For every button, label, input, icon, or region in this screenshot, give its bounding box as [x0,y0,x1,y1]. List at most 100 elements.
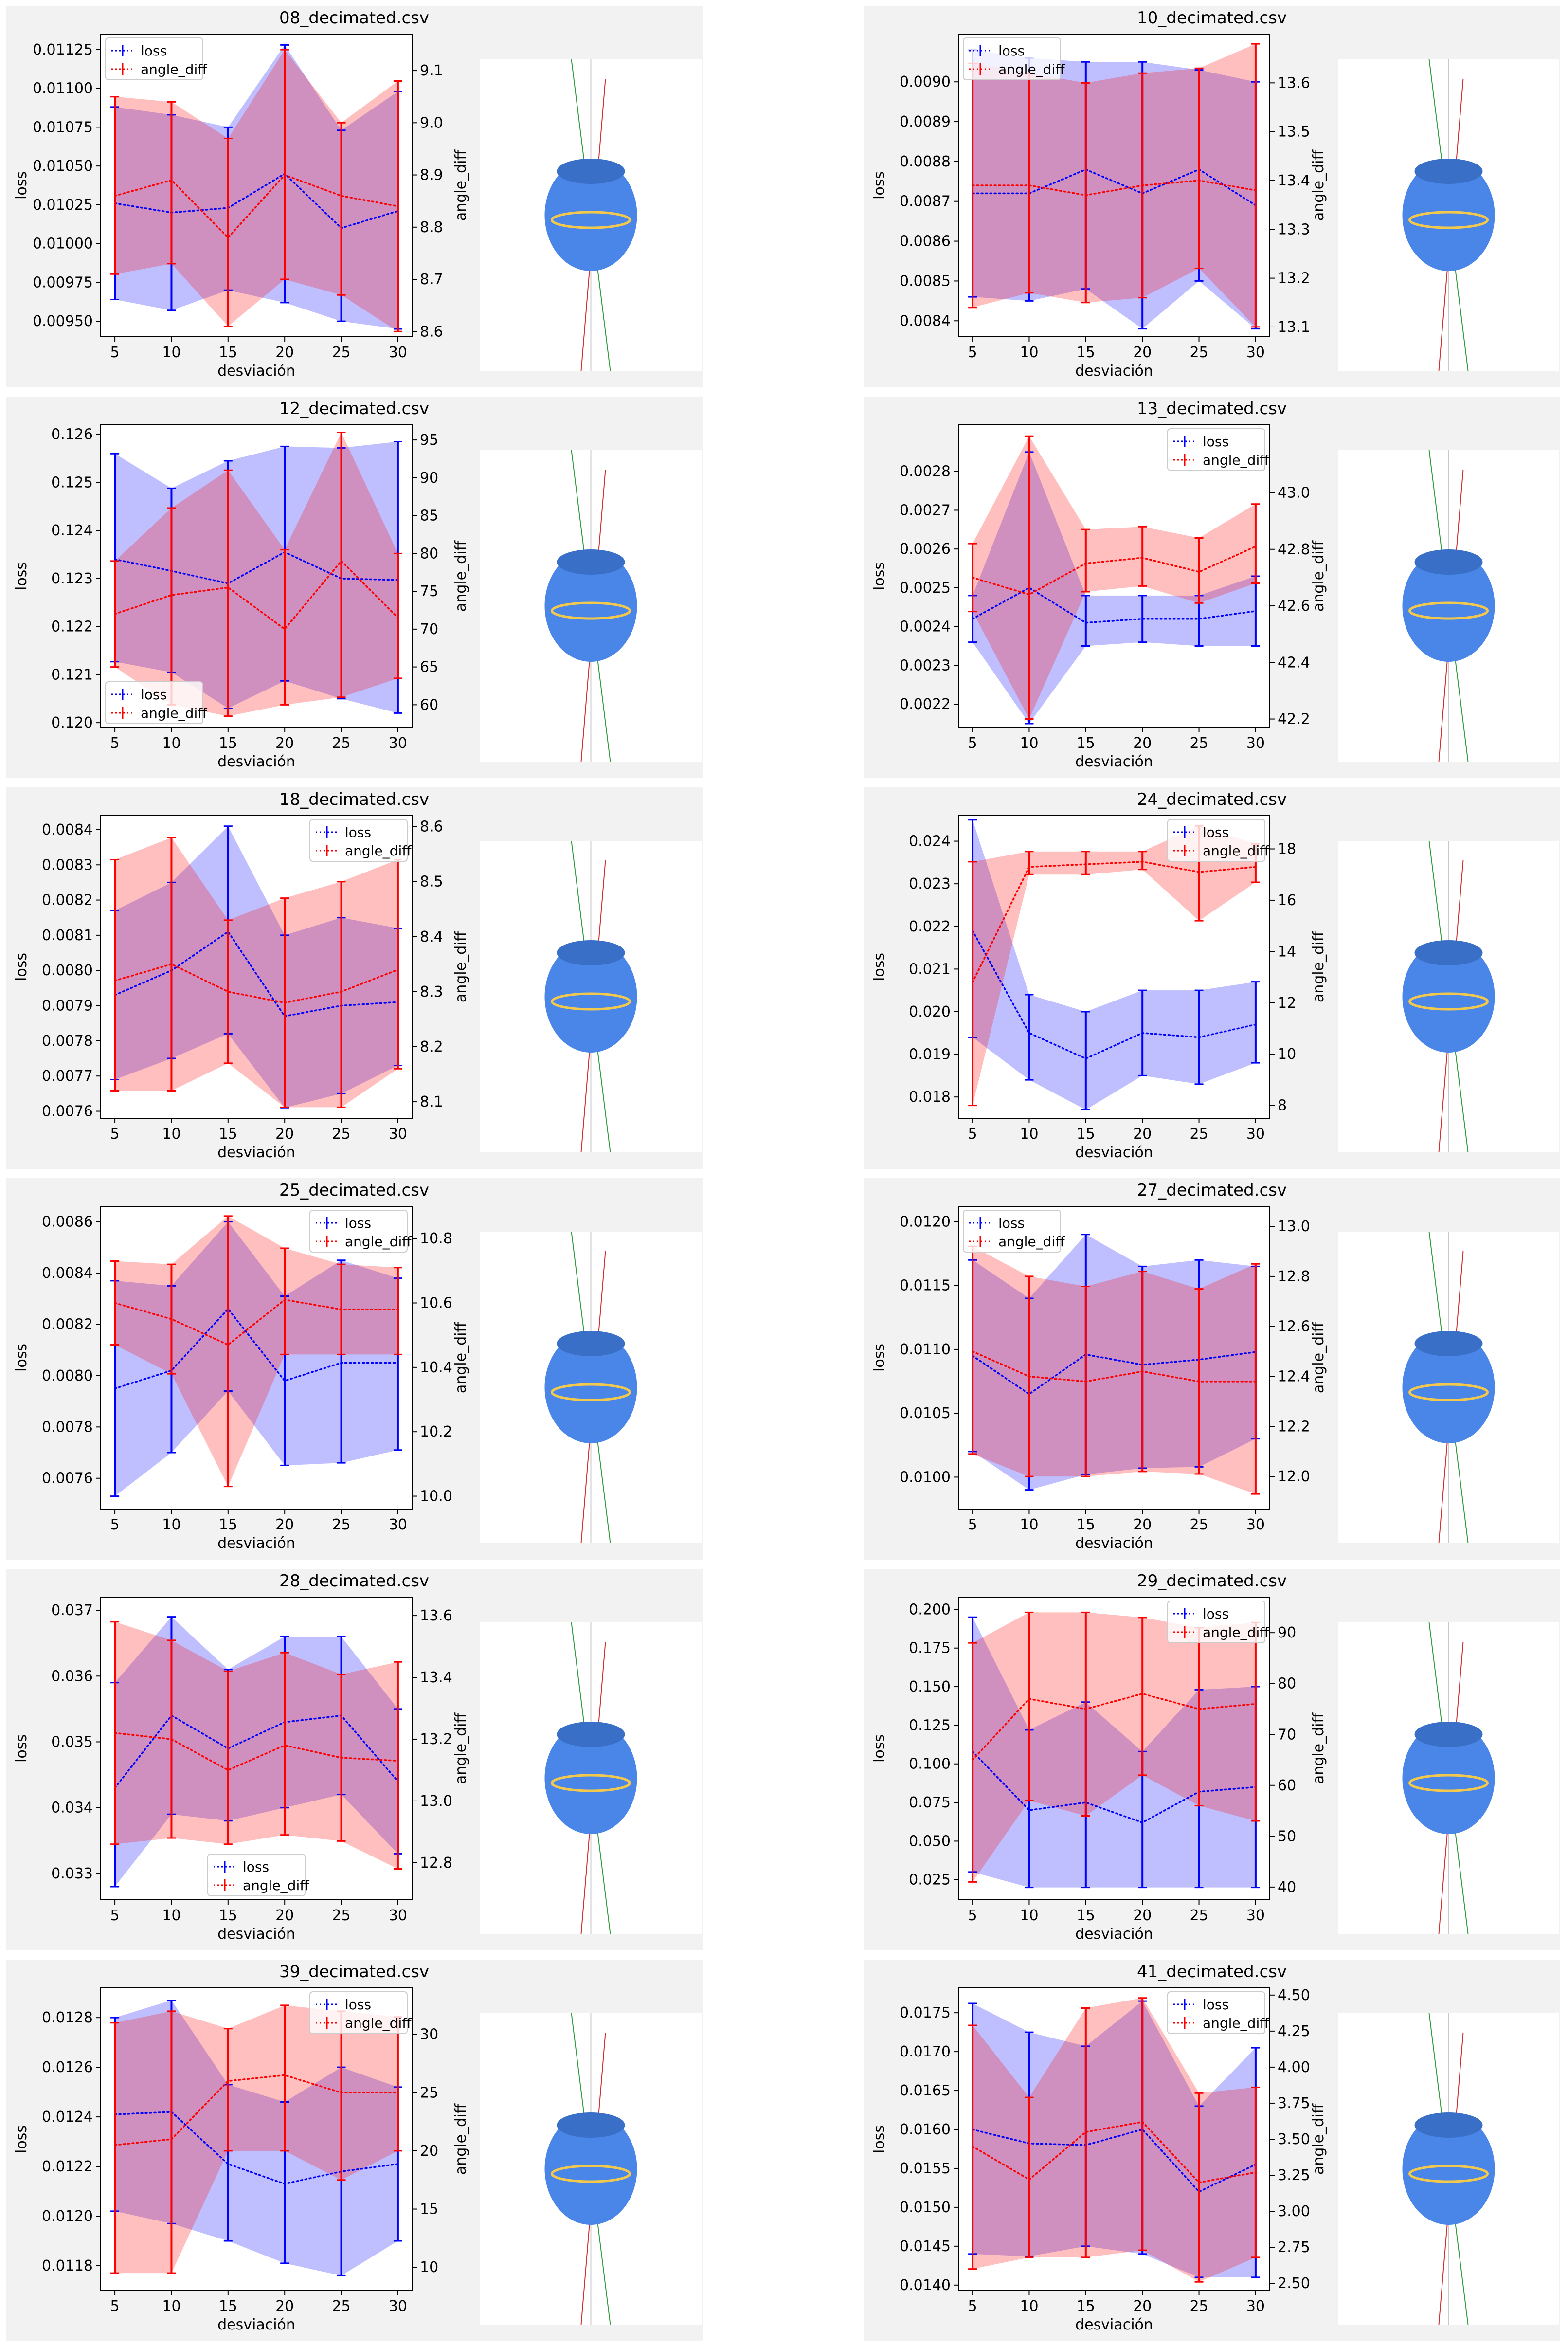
angle_diff-band [115,432,398,716]
chart-title: 27_decimated.csv [1137,1181,1287,1200]
y-right-axis-label: angle_diff [452,540,469,612]
y-left-tick-label: 0.035 [51,1733,93,1750]
y-right-tick-label: 12 [1278,995,1296,1012]
chart-title: 39_decimated.csv [279,1962,429,1982]
x-tick-label: 20 [275,1516,294,1533]
y-right-tick-label: 13.2 [1278,270,1310,287]
x-tick-label: 5 [110,2298,120,2315]
y-right-tick-label: 16 [1278,892,1296,909]
y-right-tick-label: 4.00 [1278,2059,1310,2076]
y-left-axis-label: loss [13,953,30,981]
vessel-rim [557,549,625,575]
cross-section-ring [551,2165,631,2183]
x-tick-label: 30 [1246,735,1265,752]
y-left-tick-label: 0.0085 [900,273,951,290]
y-left-tick-label: 0.0082 [42,892,93,909]
chart-title: 13_decimated.csv [1137,399,1287,418]
y-right-axis-label: angle_diff [1310,540,1327,612]
x-tick-label: 25 [1190,344,1208,361]
model-thumbnail [1338,1231,1559,1544]
y-right-axis-label: angle_diff [452,1322,469,1394]
y-left-tick-label: 0.022 [909,918,951,935]
x-tick-label: 5 [968,735,977,752]
y-right-tick-label: 2.50 [1278,2275,1310,2292]
cross-section-ring [551,992,631,1011]
legend-box [963,1210,1061,1253]
angle_diff-band [973,826,1256,1106]
y-left-tick-label: 0.020 [909,1003,951,1020]
chart-svg: 18_decimated.csv 5 10 15 20 25 30 desviación 0.0… [6,790,703,1169]
loss-mean-line [972,2129,1257,2193]
x-tick-label: 5 [110,735,120,752]
cross-section-ring [1408,1383,1489,1401]
y-right-tick-label: 70 [1278,1726,1296,1743]
chart-title: 24_decimated.csv [1137,790,1287,809]
y-left-axis-label: loss [13,171,30,200]
y-right-tick-label: 60 [1278,1777,1296,1794]
angle_diff-mean-line [114,2074,399,2146]
chart-svg: 10_decimated.csv 5 10 15 20 25 30 desviación 0.0… [864,8,1560,387]
legend-box [309,1210,408,1253]
legend-label: angle_diff [345,843,412,859]
legend-label: loss [1203,1997,1229,2013]
model-thumbnail [480,840,702,1153]
cross-section-ring [1408,992,1489,1011]
y-right-tick-label: 13.5 [1278,124,1310,141]
legend-label: angle_diff [345,2015,412,2031]
y-left-tick-label: 0.0140 [900,2277,951,2294]
plot-area [958,1597,1270,1900]
y-left-axis-label: loss [871,953,888,981]
y-left-tick-label: 0.01125 [33,41,93,58]
legend-label: angle_diff [1203,452,1269,468]
y-left-tick-label: 0.120 [51,714,93,731]
chart-title: 29_decimated.csv [1137,1571,1287,1591]
loss-band [115,45,398,329]
y-left-axis-label: loss [871,1734,888,1763]
plot-area [101,1988,412,2291]
y-right-tick-label: 42.4 [1278,654,1310,671]
y-left-tick-label: 0.0089 [900,113,951,130]
x-tick-label: 20 [1133,2298,1152,2315]
y-left-tick-label: 0.033 [51,1865,93,1882]
vessel-rim [1414,549,1483,575]
y-left-axis-label: loss [13,1344,30,1372]
y-left-tick-label: 0.0076 [42,1470,93,1487]
x-tick-label: 25 [332,344,350,361]
y-right-tick-label: 50 [1278,1828,1296,1845]
y-left-tick-label: 0.125 [909,1717,951,1734]
x-axis-label: desviación [1075,753,1153,770]
y-right-tick-label: 8.4 [420,928,443,946]
legend-label: angle_diff [345,1234,412,1250]
x-tick-label: 30 [389,1126,407,1143]
loss-band [973,2001,1256,2277]
chart-title: 10_decimated.csv [1137,8,1287,28]
y-right-tick-label: 8.3 [420,983,443,1001]
y-right-tick-label: 8.1 [420,1093,443,1110]
loss-band [115,1617,398,1887]
chart-title: 41_decimated.csv [1137,1962,1287,1982]
x-tick-label: 30 [389,344,407,361]
plot-frame [958,815,1270,1119]
x-tick-label: 15 [1077,1126,1095,1143]
legend-box [963,37,1061,80]
chart-panel: 18_decimated.csv 5 10 15 20 25 30 desviación 0.0… [6,787,703,1169]
angle_diff-band [973,1998,1256,2282]
y-left-tick-label: 0.037 [51,1602,93,1619]
y-right-tick-label: 60 [420,696,438,713]
x-tick-label: 20 [1133,344,1152,361]
y-left-tick-label: 0.01025 [33,197,93,214]
y-right-tick-label: 13.6 [1278,74,1310,91]
vessel-rim [1414,2112,1483,2138]
vessel-mesh [1402,2113,1495,2225]
x-axis-label: desviación [217,1926,295,1943]
y-left-tick-label: 0.0175 [900,2004,951,2021]
chart-svg: 13_decimated.csv 5 10 15 20 25 30 desviación 0.0… [864,399,1560,778]
angle_diff-mean-line [114,174,399,239]
x-tick-label: 5 [110,1907,120,1924]
y-left-tick-label: 0.126 [51,426,93,443]
vessel-rim [1414,1331,1483,1356]
y-left-tick-label: 0.150 [909,1678,951,1695]
legend-label: angle_diff [1203,843,1269,859]
x-tick-label: 25 [332,1516,350,1533]
legend: loss angle_diff [1167,1601,1269,1643]
